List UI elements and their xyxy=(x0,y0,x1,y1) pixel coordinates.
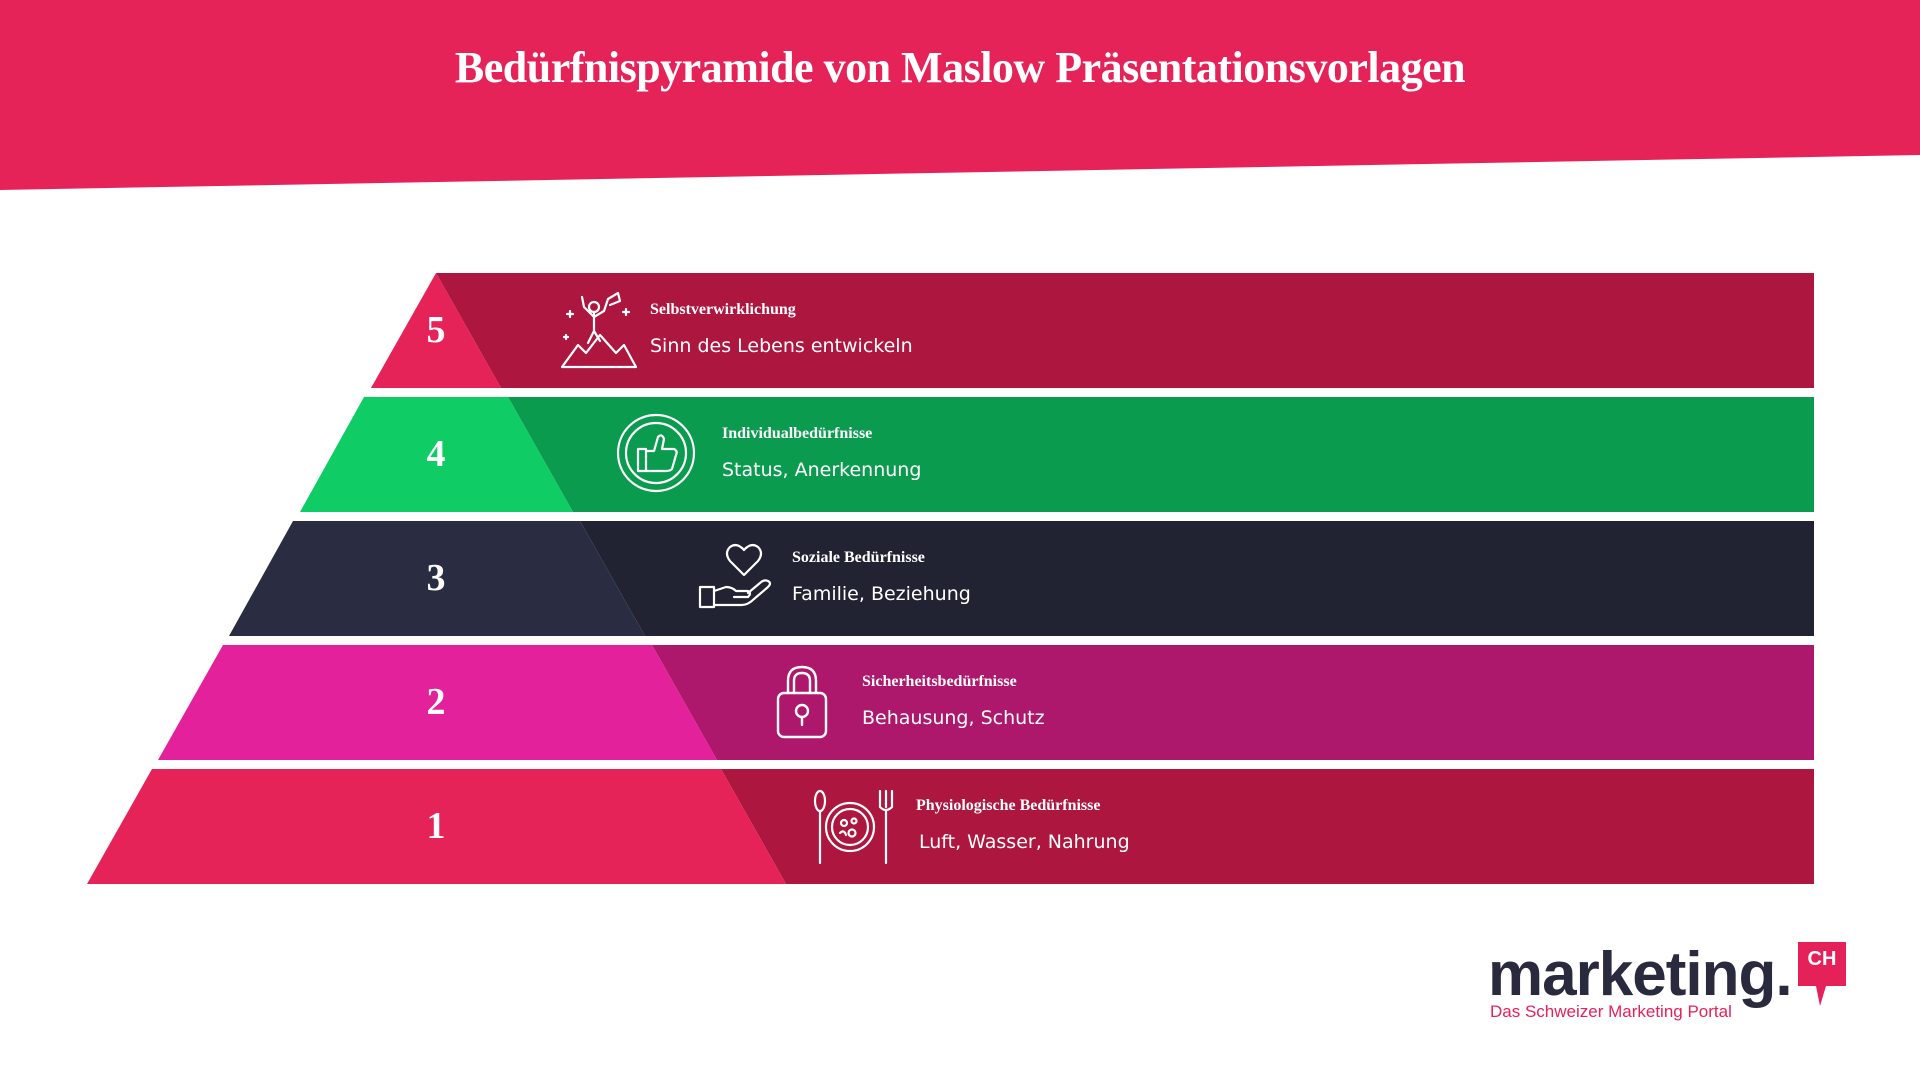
pyramid-level-3: 3 Soziale Bedürfnisse Familie, Beziehung xyxy=(0,521,1920,636)
level-number: 4 xyxy=(426,433,446,475)
level-description: Sinn des Lebens entwickeln xyxy=(650,335,913,357)
level-title: Physiologische Bedürfnisse xyxy=(916,797,1101,814)
page-title: Bedürfnispyramide von Maslow Präsentatio… xyxy=(454,43,1466,92)
level-title: Individualbedürfnisse xyxy=(722,425,873,442)
level-number: 3 xyxy=(426,557,446,599)
logo-badge: CH xyxy=(1807,948,1837,970)
level-title: Soziale Bedürfnisse xyxy=(792,549,925,566)
pyramid-level-4: 4 Individualbedürfnisse Status, Anerkenn… xyxy=(0,397,1920,512)
level-1-band xyxy=(87,769,1814,884)
plate-cutlery-icon xyxy=(810,783,894,867)
level-2-band xyxy=(158,645,1814,760)
level-description: Familie, Beziehung xyxy=(792,583,971,605)
heart-in-hand-icon xyxy=(694,535,778,619)
logo-tagline: Das Schweizer Marketing Portal xyxy=(1490,1002,1732,1021)
mountain-climber-icon xyxy=(556,287,640,371)
header-banner xyxy=(0,0,1920,190)
thumbs-up-badge-icon xyxy=(614,411,698,495)
level-number: 2 xyxy=(426,681,446,723)
level-description: Behausung, Schutz xyxy=(862,707,1045,729)
marketing-ch-logo: marketing. CH Das Schweizer Marketing Po… xyxy=(1480,940,1860,1030)
level-4-band xyxy=(300,397,1814,512)
pyramid-level-5: 5 Selbstverwirklichung Sinn des Lebens e… xyxy=(0,273,1920,388)
level-3-band xyxy=(229,521,1814,636)
level-title: Sicherheitsbedürfnisse xyxy=(862,673,1017,690)
pyramid-level-1: 1 Physiologische Bedürfnisse Luft, Wasse… xyxy=(0,769,1920,884)
padlock-icon xyxy=(760,659,844,743)
level-number: 1 xyxy=(426,805,446,847)
level-description: Status, Anerkennung xyxy=(722,459,922,481)
level-title: Selbstverwirklichung xyxy=(650,301,796,318)
level-5-band xyxy=(371,273,1814,388)
pyramid-level-2: 2 Sicherheitsbedürfnisse Behausung, Schu… xyxy=(0,645,1920,760)
level-number: 5 xyxy=(426,309,446,351)
speech-bubble-icon xyxy=(1798,942,1846,1006)
level-description: Luft, Wasser, Nahrung xyxy=(919,831,1130,853)
logo-wordmark: marketing. xyxy=(1488,940,1793,1009)
